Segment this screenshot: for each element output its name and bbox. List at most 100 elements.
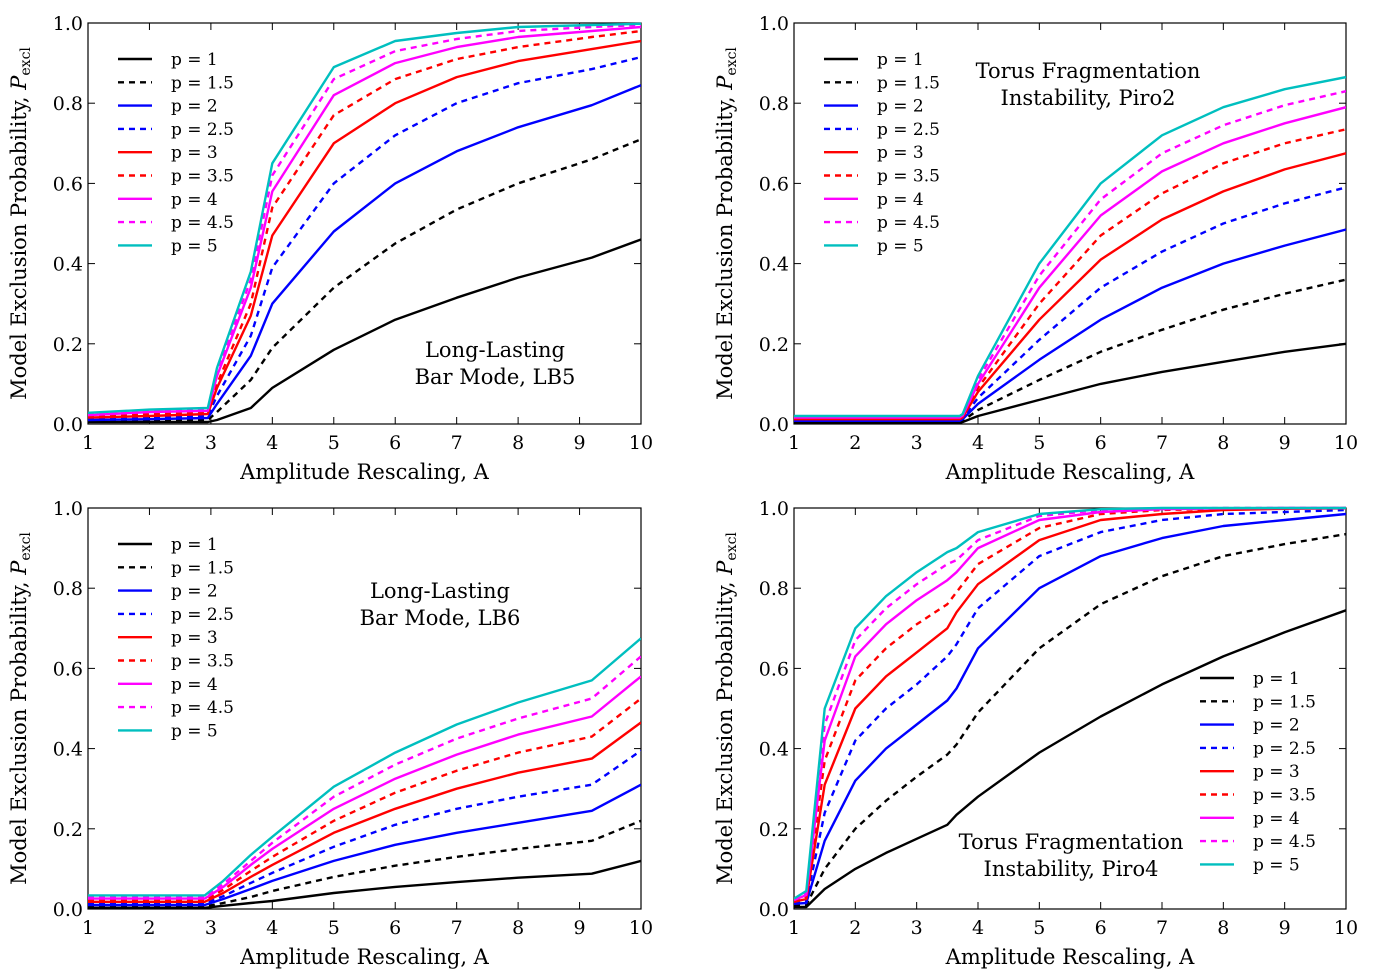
series-line-2-5 [794,508,1346,904]
y-axis-label: Model Exclusion Probability, Pexcl [7,47,34,400]
x-tick-label: 1 [788,917,800,939]
legend-label: p = 4 [1253,809,1300,829]
x-tick-label: 4 [266,917,278,939]
annotation-line: Bar Mode, LB5 [415,365,576,389]
x-axis-label: Amplitude Rescaling, A [945,460,1196,484]
legend-label: p = 2.5 [171,120,234,140]
y-axis-label-text: Model Exclusion Probability, [7,575,31,885]
plot-frame [87,22,642,425]
y-tick-label: 0.4 [53,739,83,761]
y-tick-label: 0.6 [759,658,789,680]
legend-label: p = 5 [877,236,924,256]
legend-label: p = 4 [171,190,218,210]
legend-label: p = 2.5 [877,120,940,140]
plot-frame [793,507,1347,910]
legend-label: p = 5 [171,721,218,741]
x-tick-label: 10 [1334,432,1358,454]
annotation-line: Bar Mode, LB6 [360,606,521,630]
legend-label: p = 1.5 [171,558,234,578]
series-line-2 [88,84,641,422]
y-axis-label-symbol: P [7,560,31,576]
series-line-5 [794,75,1346,418]
x-tick-label: 9 [1279,432,1291,454]
legend-label: p = 3 [171,143,218,163]
y-tick-label: 0.6 [759,173,789,195]
y-axis-label-symbol: P [713,75,737,91]
series-line-1 [794,609,1346,909]
legend-label: p = 3.5 [171,652,234,672]
x-tick-label: 4 [972,917,984,939]
y-tick-label: 0.8 [759,578,789,600]
legend-label: p = 3.5 [1253,786,1316,806]
legend: p = 1 p = 1.5 p = 2 p = 2.5 p = 3 p = 3.5 p = … [1200,669,1316,875]
chart-panel-4: 1 2 3 4 5 6 7 8 9 10 0.0 0.2 0.4 0.6 0.8 1.0 Amplitude R… [713,498,1358,969]
y-tick-label: 0.4 [759,254,789,276]
legend-label: p = 1 [171,50,218,70]
x-tick-label: 5 [328,432,340,454]
x-tick-label: 6 [1095,917,1107,939]
x-axis-label: Amplitude Rescaling, A [239,945,490,969]
legend-label: p = 3 [877,143,924,163]
annotation-line: Instability, Piro2 [1001,86,1176,110]
legend-label: p = 4.5 [171,213,234,233]
x-tick-label: 9 [574,917,586,939]
legend-label: p = 4.5 [1253,832,1316,852]
x-tick-label: 2 [849,917,861,939]
x-axis-label: Amplitude Rescaling, A [239,460,490,484]
x-tick-label: 6 [389,432,401,454]
y-tick-label: 0.8 [53,93,83,115]
panel-annotation: Torus Fragmentation Instability, Piro4 [959,830,1184,881]
plot-frame [87,507,642,910]
series-group [88,22,641,424]
series-line-5 [88,637,641,897]
legend-label: p = 4.5 [171,698,234,718]
x-tick-label: 3 [205,917,217,939]
y-axis-label-subscript: excl [18,532,34,561]
x-tick-label: 3 [911,432,923,454]
annotation-line: Torus Fragmentation [959,830,1184,854]
legend-label: p = 4 [171,675,218,695]
y-tick-label: 0.2 [53,334,83,356]
x-tick-label: 1 [788,432,800,454]
x-tick-label: 7 [451,432,463,454]
legend-label: p = 1.5 [877,73,940,93]
annotation-line: Long-Lasting [370,579,510,603]
series-line-1-5 [88,819,641,908]
x-tick-label: 8 [1217,917,1229,939]
y-tick-label: 0.2 [759,819,789,841]
y-tick-label: 0.0 [53,414,83,436]
series-group [794,506,1346,909]
y-tick-label: 0.4 [759,739,789,761]
series-line-5 [794,506,1346,900]
series-line-5 [88,22,641,414]
legend-label: p = 2 [171,97,218,117]
legend-label: p = 1 [877,50,924,70]
y-axis-label-subscript: excl [18,47,34,76]
y-axis-label-text: Model Exclusion Probability, [713,90,737,400]
legend-label: p = 2 [1253,716,1300,736]
series-group [88,637,641,909]
y-axis-label: Model Exclusion Probability, Pexcl [713,532,740,885]
x-tick-label: 3 [911,917,923,939]
x-tick-label: 2 [849,432,861,454]
series-group [794,75,1346,424]
legend-label: p = 1.5 [171,73,234,93]
series-line-3 [794,507,1346,903]
x-tick-label: 5 [1033,432,1045,454]
legend-label: p = 1 [171,535,218,555]
y-tick-label: 1.0 [759,13,789,35]
legend-label: p = 3 [1253,762,1300,782]
x-tick-label: 5 [328,917,340,939]
y-tick-label: 0.6 [53,658,83,680]
x-tick-label: 4 [266,432,278,454]
x-tick-label: 1 [82,432,94,454]
x-tick-label: 2 [143,432,155,454]
y-axis-label-subscript: excl [724,532,740,561]
x-tick-label: 9 [574,432,586,454]
annotation-line: Long-Lasting [425,338,565,362]
chart-panel-2: 1 2 3 4 5 6 7 8 9 10 0.0 0.2 0.4 0.6 0.8 1.0 Amplitude R… [713,13,1358,484]
legend-label: p = 3.5 [877,167,940,187]
legend-label: p = 3.5 [171,167,234,187]
chart-panel-3: 1 2 3 4 5 6 7 8 9 10 0.0 0.2 0.4 0.6 0.8 1.0 Amplitude R… [7,498,653,969]
x-axis-label: Amplitude Rescaling, A [945,945,1196,969]
